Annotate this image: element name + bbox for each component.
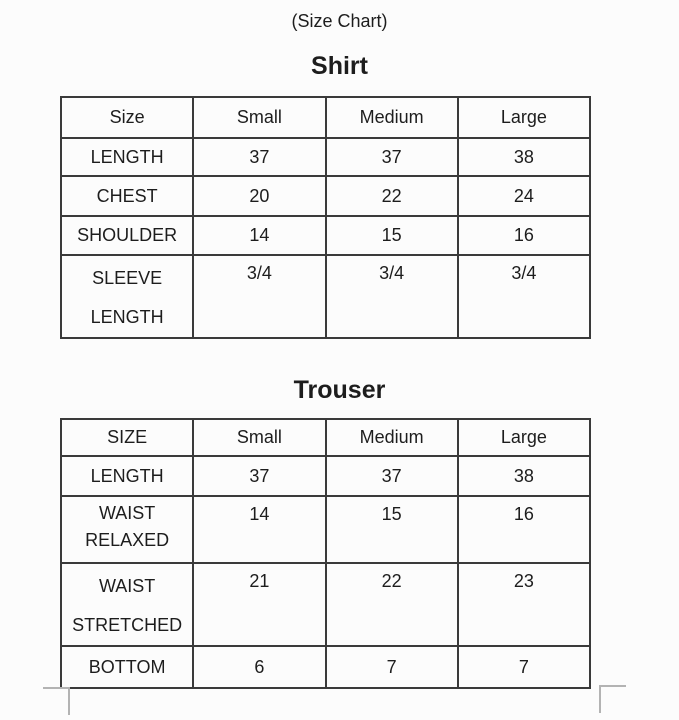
trouser-size-table: SIZE Small Medium Large LENGTH 37 37 38 … [59,418,592,689]
trouser-col-header-small: Small [192,418,327,457]
shirt-sleeve-small: 3/4 [192,254,327,339]
corner-mark-left-icon [43,687,70,715]
trouser-bottom-large: 7 [456,645,592,689]
trouser-section-heading: Trouser [293,376,386,404]
shirt-row-label-shoulder: SHOULDER [59,215,195,256]
table-row: BOTTOM 6 7 7 [59,645,592,689]
shirt-col-header-small: Small [192,96,327,139]
trouser-col-header-size: SIZE [59,418,195,457]
shirt-shoulder-small: 14 [192,215,327,256]
table-row: LENGTH 37 37 38 [59,137,592,177]
shirt-row-label-length: LENGTH [59,137,195,177]
trouser-table-header-row: SIZE Small Medium Large [59,418,592,457]
shirt-chest-large: 24 [456,175,592,217]
table-row: WAIST STRETCHED 21 22 23 [59,562,592,647]
table-row: SHOULDER 14 15 16 [59,215,592,256]
shirt-row-label-sleeve-length: SLEEVE LENGTH [59,254,195,339]
table-row: SLEEVE LENGTH 3/4 3/4 3/4 [59,254,592,339]
page-title: (Size Chart) [291,11,388,31]
shirt-section-heading: Shirt [311,52,368,80]
trouser-row-label-waist-relaxed: WAIST RELAXED [59,495,195,564]
trouser-bottom-medium: 7 [324,645,459,689]
shirt-sleeve-medium: 3/4 [324,254,459,339]
trouser-length-medium: 37 [324,455,459,497]
shirt-table-header-row: Size Small Medium Large [59,96,592,139]
shirt-row-label-chest: CHEST [59,175,195,217]
table-row: WAIST RELAXED 14 15 16 [59,495,592,564]
trouser-waist-stretched-medium: 22 [324,562,459,647]
table-row: LENGTH 37 37 38 [59,455,592,497]
shirt-length-large: 38 [456,137,592,177]
corner-mark-right-icon [599,685,626,713]
table-row: CHEST 20 22 24 [59,175,592,217]
shirt-size-table: Size Small Medium Large LENGTH 37 37 38 … [59,96,592,339]
trouser-row-label-waist-stretched: WAIST STRETCHED [59,562,195,647]
trouser-length-large: 38 [456,455,592,497]
trouser-waist-relaxed-small: 14 [192,495,327,564]
shirt-shoulder-medium: 15 [324,215,459,256]
shirt-col-header-size: Size [59,96,195,139]
shirt-chest-medium: 22 [324,175,459,217]
shirt-col-header-large: Large [456,96,592,139]
trouser-row-label-bottom: BOTTOM [59,645,195,689]
shirt-shoulder-large: 16 [456,215,592,256]
trouser-waist-stretched-small: 21 [192,562,327,647]
trouser-waist-relaxed-large: 16 [456,495,592,564]
trouser-col-header-large: Large [456,418,592,457]
shirt-col-header-medium: Medium [324,96,459,139]
trouser-col-header-medium: Medium [324,418,459,457]
trouser-waist-stretched-large: 23 [456,562,592,647]
shirt-length-small: 37 [192,137,327,177]
trouser-length-small: 37 [192,455,327,497]
trouser-row-label-length: LENGTH [59,455,195,497]
shirt-sleeve-large: 3/4 [456,254,592,339]
trouser-bottom-small: 6 [192,645,327,689]
shirt-length-medium: 37 [324,137,459,177]
shirt-chest-small: 20 [192,175,327,217]
trouser-waist-relaxed-medium: 15 [324,495,459,564]
